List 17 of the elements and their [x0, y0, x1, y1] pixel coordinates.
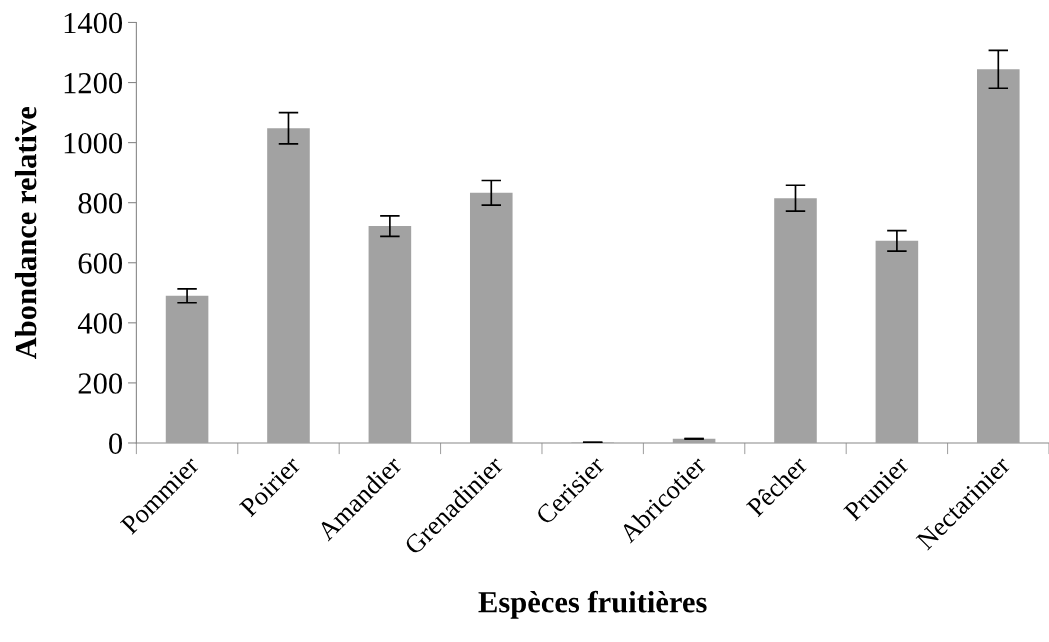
y-tick-label: 1400	[64, 12, 123, 34]
bar	[165, 295, 209, 443]
x-axis-title: Espèces fruitières	[478, 590, 707, 619]
y-tick-label: 0	[109, 433, 123, 454]
y-axis-title: Abondance relative	[14, 106, 37, 360]
y-tick-label: 1200	[64, 72, 123, 94]
y-tick-label: 400	[77, 313, 123, 334]
bar	[267, 128, 310, 443]
bar	[469, 192, 513, 443]
bar	[774, 198, 817, 443]
y-tick-label: 800	[78, 192, 123, 214]
bar	[875, 240, 919, 443]
y-tick-label: 200	[78, 373, 123, 394]
y-tick-label: 1000	[64, 132, 123, 154]
y-tick-label: 600	[78, 253, 123, 274]
bar	[977, 69, 1020, 443]
bar	[368, 226, 412, 443]
